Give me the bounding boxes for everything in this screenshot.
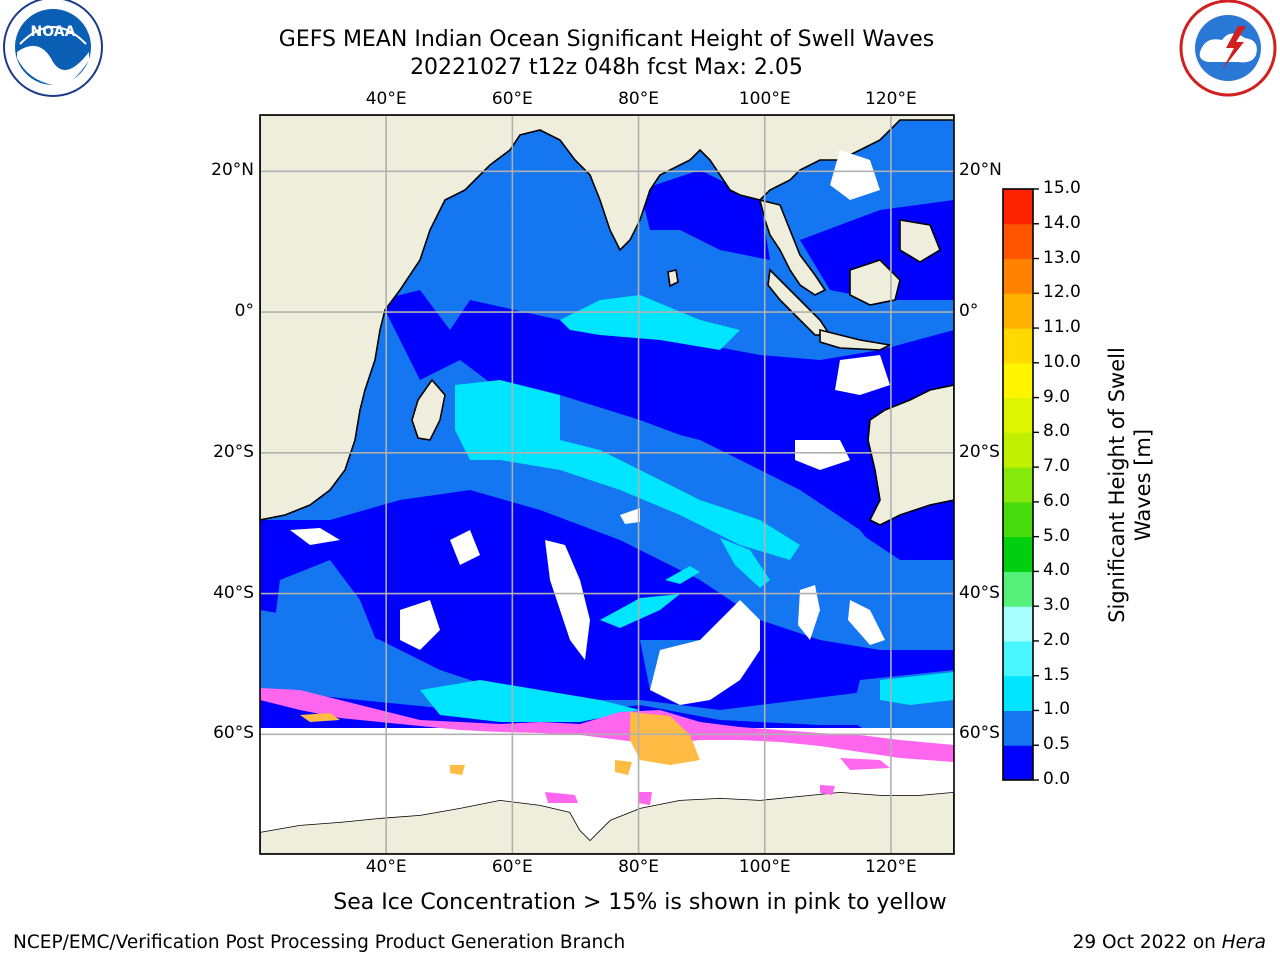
lat-label-left: 40°S <box>213 582 254 603</box>
lon-label-top: 80°E <box>618 89 659 109</box>
colorbar-tick-label: 0.5 <box>1043 734 1071 755</box>
footer-date: 29 Oct 2022 on Hera <box>1073 932 1266 953</box>
lon-label-top: 40°E <box>365 89 407 109</box>
colorbar-segment <box>1003 710 1033 746</box>
colorbar-tick-label: 13.0 <box>1043 247 1081 268</box>
colorbar-frame <box>1002 188 1034 781</box>
colorbar-tick-label: 10.0 <box>1043 351 1081 372</box>
colorbar-segment <box>1003 362 1033 399</box>
colorbar-tick-label: 14.0 <box>1043 212 1081 233</box>
colorbar-segment <box>1003 640 1033 677</box>
colorbar-segment <box>1003 606 1033 642</box>
lat-label-right: 60°S <box>959 723 1000 744</box>
chart-subtitle: 20221027 t12z 048h fcst Max: 2.05 <box>410 55 803 80</box>
colorbar-tick-label: 15.0 <box>1043 178 1081 198</box>
colorbar-title-text: Significant Height of Swell Waves [m] <box>1105 347 1155 623</box>
colorbar-tick-label: 1.0 <box>1043 699 1071 720</box>
colorbar-segment <box>1003 675 1033 711</box>
lat-label-left: 20°N <box>211 160 254 181</box>
colorbar-segment <box>1003 223 1033 260</box>
colorbar-segment <box>1003 397 1033 433</box>
lon-label-bottom: 80°E <box>618 857 659 877</box>
footer-credit: NCEP/EMC/Verification Post Processing Pr… <box>13 932 626 953</box>
lon-label-bottom: 100°E <box>738 857 791 877</box>
colorbar-segment <box>1003 189 1033 225</box>
colorbar-segment <box>1003 745 1033 781</box>
map-grid <box>260 115 954 854</box>
colorbar-segment <box>1003 501 1033 538</box>
noaa-logo: NOAA <box>3 0 103 97</box>
colorbar-tick-label: 5.0 <box>1043 525 1071 546</box>
colorbar-segment <box>1003 536 1033 572</box>
lat-label-right: 40°S <box>959 582 1000 603</box>
colorbar-segment <box>1003 258 1033 294</box>
map-frame <box>259 114 955 855</box>
colorbar-tick-label: 8.0 <box>1043 421 1071 442</box>
colorbar-tick-label: 0.0 <box>1043 769 1071 789</box>
colorbar-tick-label: 2.0 <box>1043 629 1071 650</box>
colorbar-tick-label: 1.5 <box>1043 664 1071 685</box>
colorbar-segment <box>1003 328 1033 364</box>
lat-label-left: 20°S <box>213 441 254 462</box>
colorbar-tick-label: 6.0 <box>1043 490 1071 511</box>
colorbar-segment <box>1003 467 1033 503</box>
sea-ice-white <box>260 150 954 840</box>
colorbar-segment <box>1003 432 1033 468</box>
lat-label-right: 20°S <box>959 441 1000 462</box>
sea-ice-concentration <box>260 688 954 805</box>
colorbar-tick-label: 7.0 <box>1043 456 1071 477</box>
high-swell-regions <box>420 295 954 722</box>
lat-label-right: 20°N <box>959 160 1002 181</box>
colorbar-tick-label: 12.0 <box>1043 282 1081 303</box>
colorbar-tick-label: 3.0 <box>1043 595 1071 616</box>
lat-label-left: 0° <box>234 301 254 322</box>
lon-label-top: 120°E <box>865 89 917 109</box>
chart-title: GEFS MEAN Indian Ocean Significant Heigh… <box>278 27 935 52</box>
lat-label-left: 60°S <box>213 723 254 744</box>
colorbar-segment <box>1003 571 1033 607</box>
colorbar-tick-label: 4.0 <box>1043 560 1071 581</box>
footer-host: Hera <box>1221 932 1266 953</box>
national-weather-service-logo <box>1179 0 1277 97</box>
colorbar-segment <box>1003 293 1033 329</box>
lon-label-bottom: 60°E <box>491 857 533 877</box>
lon-label-bottom: 120°E <box>865 857 917 877</box>
colorbar <box>1003 188 1039 781</box>
lon-label-top: 60°E <box>491 89 533 109</box>
lon-label-bottom: 40°E <box>365 857 407 877</box>
colorbar-tick-label: 9.0 <box>1043 386 1071 407</box>
lon-label-top: 100°E <box>738 89 791 109</box>
sea-ice-caption: Sea Ice Concentration > 15% is shown in … <box>333 890 947 915</box>
lat-label-right: 0° <box>959 301 979 322</box>
footer-date-text: 29 Oct 2022 on <box>1072 932 1222 953</box>
noaa-logo-text: NOAA <box>31 24 76 40</box>
colorbar-tick-label: 11.0 <box>1043 317 1081 338</box>
